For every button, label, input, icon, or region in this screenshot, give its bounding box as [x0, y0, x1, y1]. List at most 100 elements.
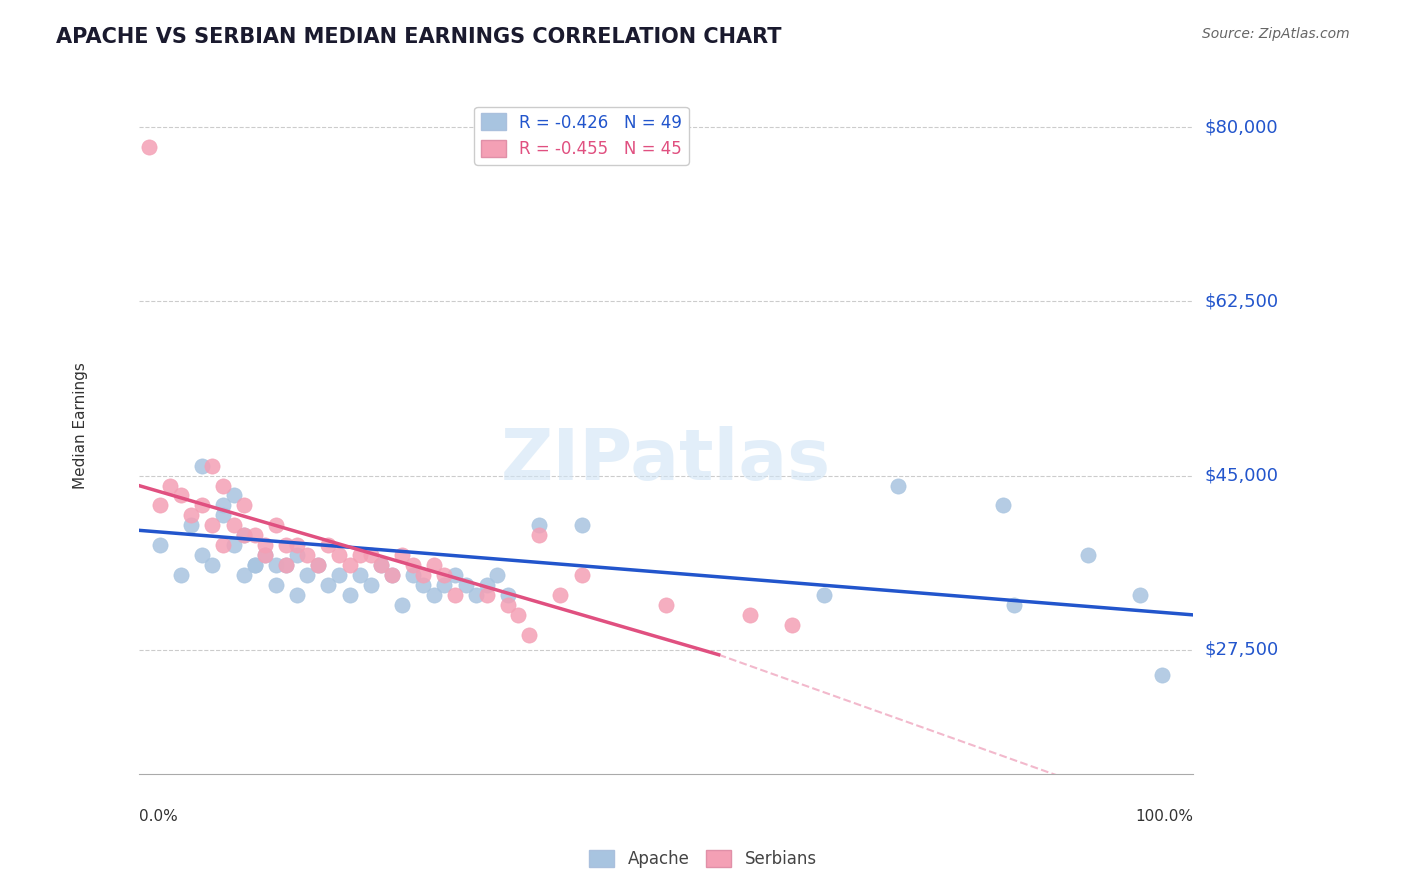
Point: [149, 538, 172, 552]
Point: [360, 548, 382, 562]
Point: [571, 568, 593, 582]
Point: [297, 568, 319, 582]
Legend: Apache, Serbians: Apache, Serbians: [582, 843, 824, 875]
Point: [243, 558, 266, 573]
Point: [170, 488, 193, 502]
Point: [254, 548, 277, 562]
Point: [233, 499, 256, 513]
Point: [1002, 598, 1025, 612]
Point: [550, 588, 572, 602]
Point: [1150, 667, 1173, 681]
Text: 0.0%: 0.0%: [139, 809, 177, 824]
Text: $62,500: $62,500: [1205, 293, 1278, 310]
Point: [444, 588, 467, 602]
Point: [740, 607, 762, 622]
Text: $27,500: $27,500: [1205, 640, 1278, 658]
Point: [339, 588, 361, 602]
Point: [381, 568, 404, 582]
Point: [254, 548, 277, 562]
Point: [318, 538, 340, 552]
Point: [433, 568, 456, 582]
Point: [813, 588, 835, 602]
Point: [339, 558, 361, 573]
Text: $45,000: $45,000: [1205, 467, 1278, 484]
Point: [149, 499, 172, 513]
Point: [222, 488, 245, 502]
Point: [191, 548, 214, 562]
Point: [180, 508, 202, 523]
Point: [233, 528, 256, 542]
Point: [233, 568, 256, 582]
Point: [212, 508, 235, 523]
Point: [349, 568, 371, 582]
Point: [887, 478, 910, 492]
Point: [285, 588, 308, 602]
Point: [391, 548, 413, 562]
Point: [201, 518, 224, 533]
Point: [496, 598, 519, 612]
Point: [307, 558, 329, 573]
Point: [433, 578, 456, 592]
Point: [222, 518, 245, 533]
Legend: R = -0.426   N = 49, R = -0.455   N = 45: R = -0.426 N = 49, R = -0.455 N = 45: [474, 107, 689, 165]
Point: [264, 578, 287, 592]
Point: [529, 518, 551, 533]
Point: [285, 548, 308, 562]
Point: [423, 558, 446, 573]
Point: [138, 140, 160, 154]
Point: [222, 538, 245, 552]
Point: [529, 528, 551, 542]
Point: [276, 558, 298, 573]
Point: [508, 607, 530, 622]
Point: [370, 558, 392, 573]
Point: [243, 528, 266, 542]
Point: [412, 568, 434, 582]
Text: 100.0%: 100.0%: [1135, 809, 1194, 824]
Point: [370, 558, 392, 573]
Point: [180, 518, 202, 533]
Point: [212, 499, 235, 513]
Point: [349, 548, 371, 562]
Point: [412, 578, 434, 592]
Point: [254, 538, 277, 552]
Point: [201, 458, 224, 473]
Point: [328, 548, 350, 562]
Text: Source: ZipAtlas.com: Source: ZipAtlas.com: [1202, 27, 1350, 41]
Point: [475, 588, 498, 602]
Point: [191, 499, 214, 513]
Point: [212, 478, 235, 492]
Point: [276, 538, 298, 552]
Point: [264, 558, 287, 573]
Point: [201, 558, 224, 573]
Point: [170, 568, 193, 582]
Point: [191, 458, 214, 473]
Point: [402, 558, 425, 573]
Point: [159, 478, 181, 492]
Point: [423, 588, 446, 602]
Point: [475, 578, 498, 592]
Point: [1129, 588, 1152, 602]
Point: [454, 578, 477, 592]
Point: [381, 568, 404, 582]
Point: [465, 588, 488, 602]
Point: [782, 617, 804, 632]
Point: [243, 558, 266, 573]
Text: Median Earnings: Median Earnings: [73, 362, 89, 489]
Point: [391, 598, 413, 612]
Point: [1077, 548, 1099, 562]
Point: [318, 578, 340, 592]
Point: [444, 568, 467, 582]
Point: [571, 518, 593, 533]
Point: [328, 568, 350, 582]
Point: [276, 558, 298, 573]
Point: [297, 548, 319, 562]
Point: [402, 568, 425, 582]
Point: [993, 499, 1015, 513]
Point: [285, 538, 308, 552]
Point: [264, 518, 287, 533]
Point: [655, 598, 678, 612]
Point: [486, 568, 509, 582]
Point: [360, 578, 382, 592]
Text: APACHE VS SERBIAN MEDIAN EARNINGS CORRELATION CHART: APACHE VS SERBIAN MEDIAN EARNINGS CORREL…: [56, 27, 782, 46]
Point: [233, 528, 256, 542]
